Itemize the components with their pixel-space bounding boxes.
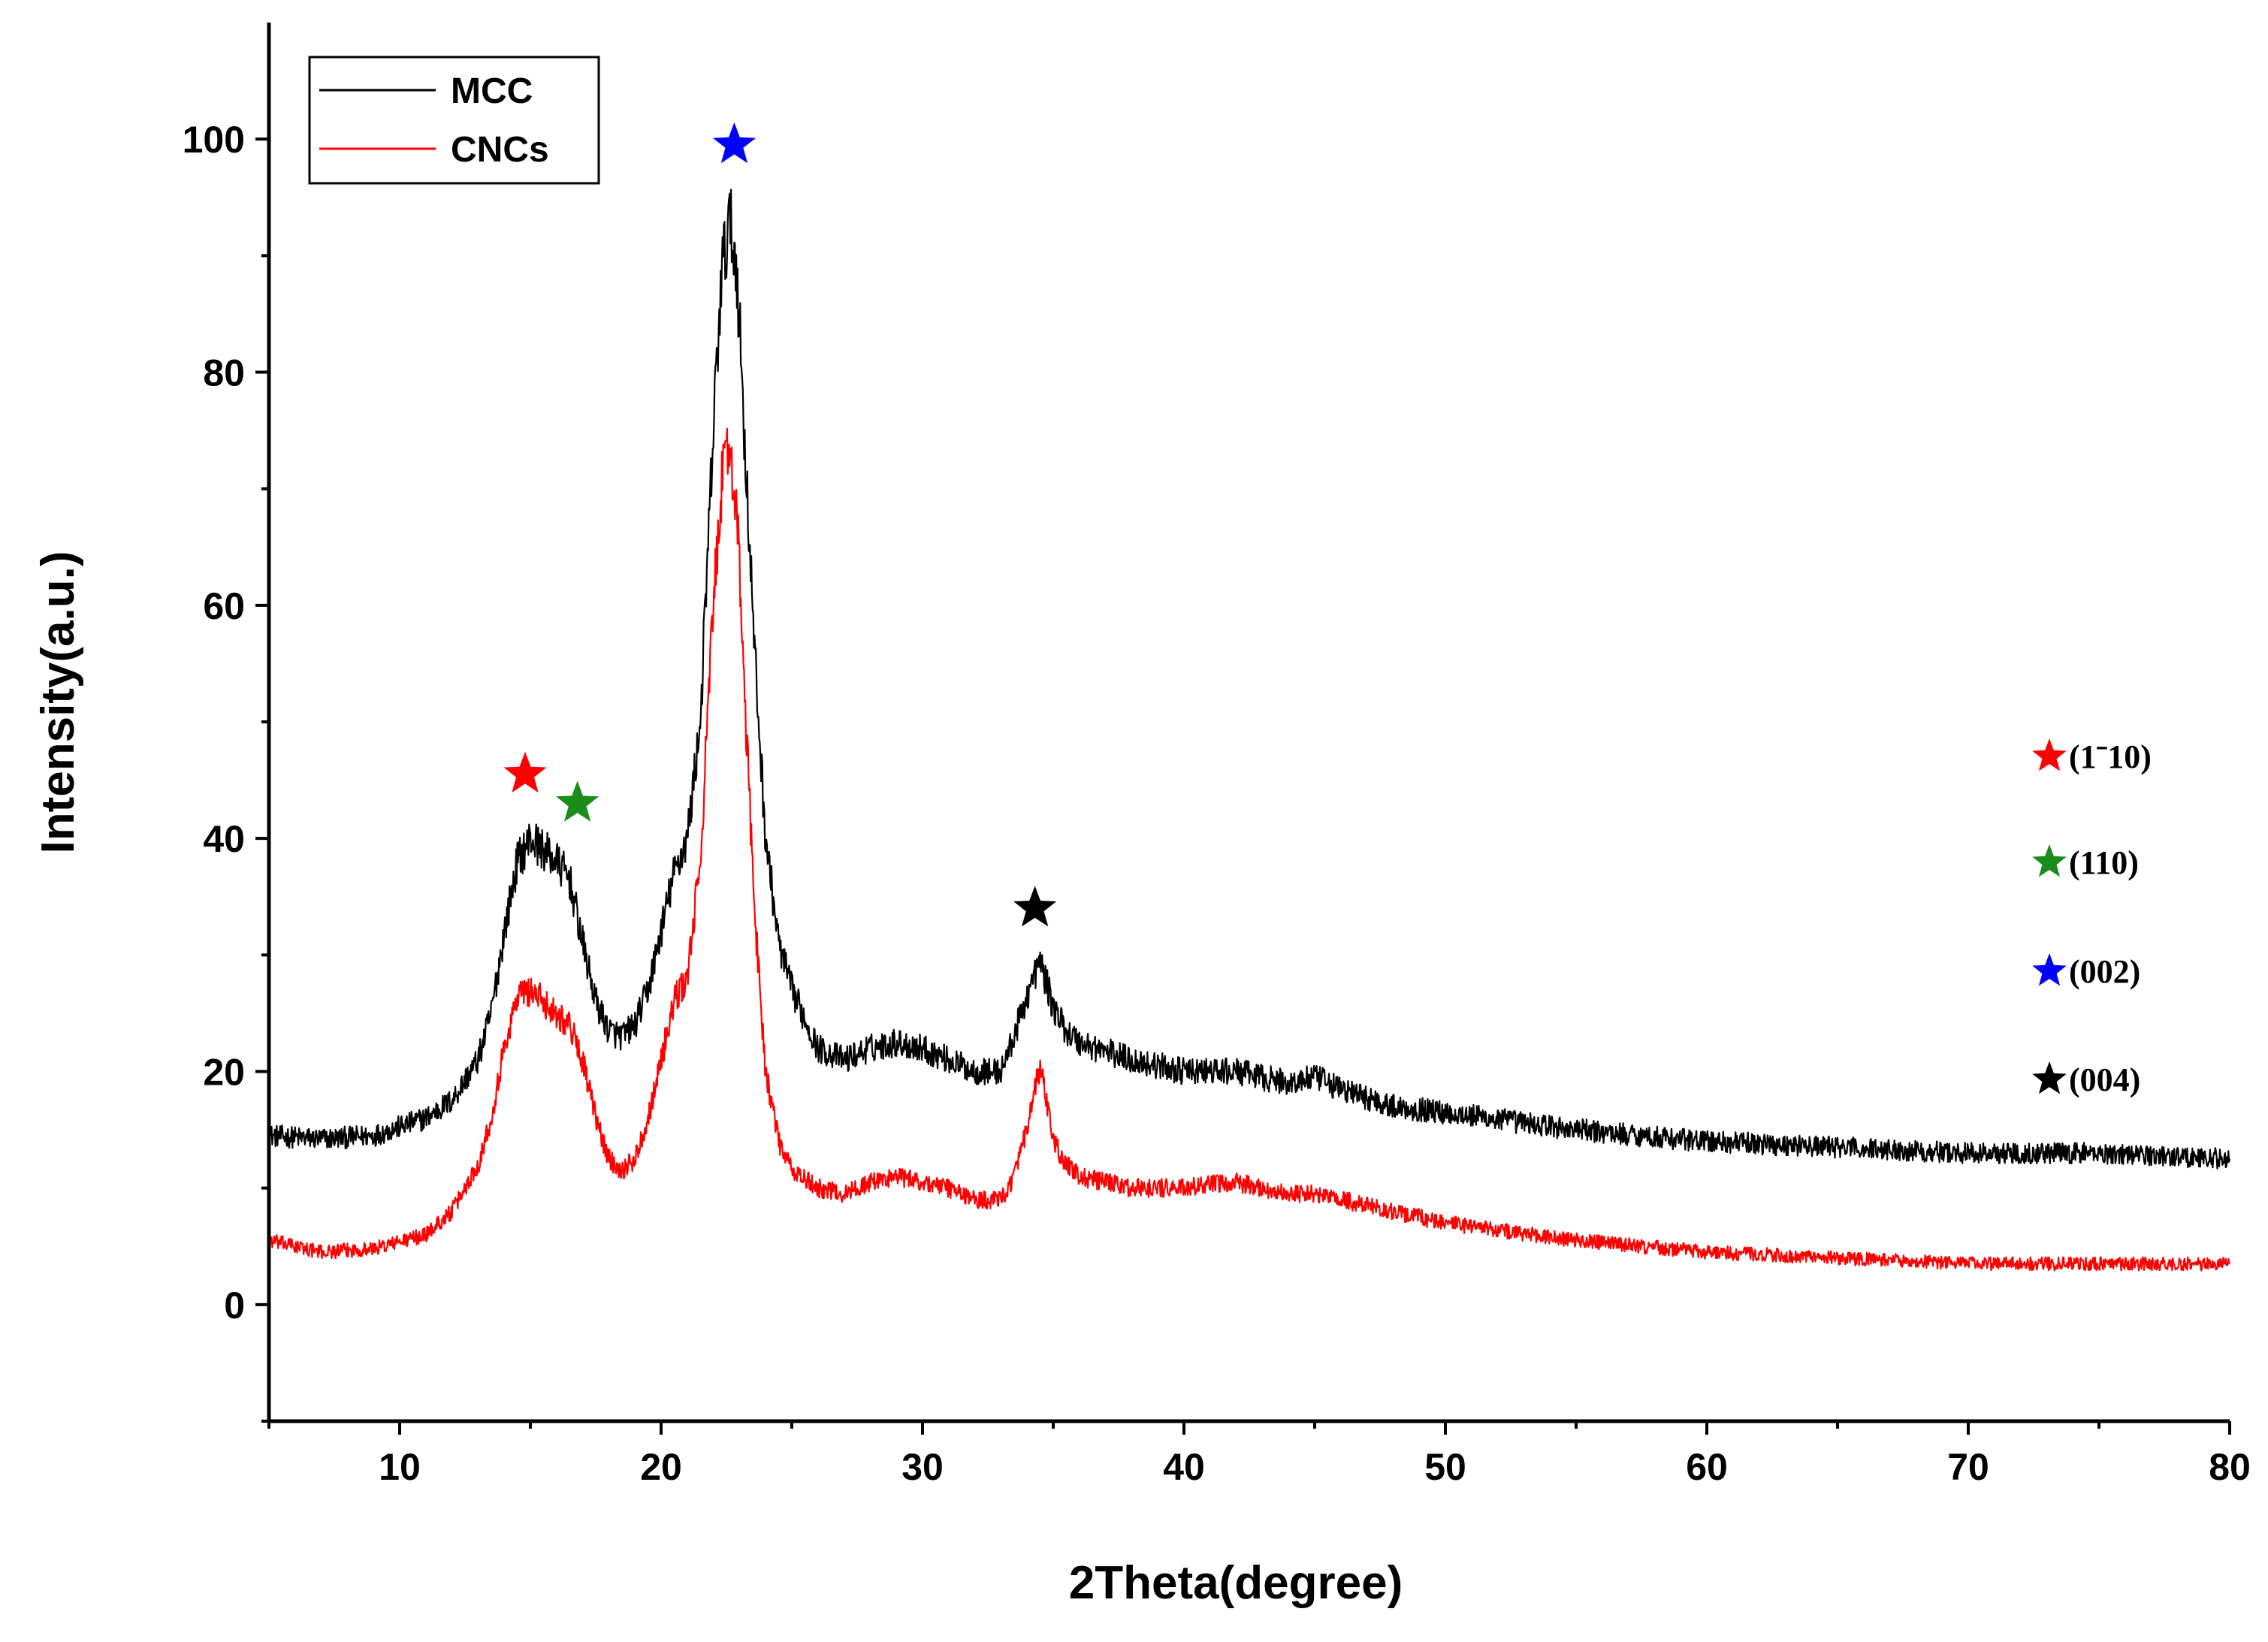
axes-layer: 10 20 30 40 50 60 70 80 0 20 40 60 80 100 bbox=[183, 23, 2251, 1488]
miller-legend-star bbox=[2032, 953, 2067, 986]
y-tick-label: 0 bbox=[224, 1284, 245, 1327]
y-tick-label: 100 bbox=[183, 119, 245, 161]
miller-legend-label: (004) bbox=[2069, 1061, 2140, 1098]
y-tick-label: 60 bbox=[203, 585, 245, 627]
series-line-mcc bbox=[268, 189, 2231, 1170]
miller-legend-star bbox=[2032, 844, 2067, 877]
peak-star-marker-2 bbox=[712, 122, 756, 164]
miller-legend-star bbox=[2032, 1061, 2067, 1094]
legend-mcc-label: MCC bbox=[451, 71, 533, 111]
x-tick-label: 40 bbox=[1163, 1446, 1205, 1488]
y-tick-label: 20 bbox=[203, 1052, 245, 1094]
series-layer bbox=[267, 189, 2231, 1272]
legend-box bbox=[308, 56, 600, 185]
series-legend: MCC CNCs bbox=[308, 56, 600, 185]
y-tick-label: 40 bbox=[203, 818, 245, 860]
miller-legend-star bbox=[2032, 738, 2067, 771]
miller-legend-label: (002) bbox=[2069, 953, 2140, 990]
x-tick-label: 20 bbox=[640, 1446, 682, 1488]
peak-star-marker-1 bbox=[556, 780, 599, 822]
x-tick-label: 80 bbox=[2209, 1446, 2251, 1488]
peak-star-marker-0 bbox=[503, 751, 547, 793]
miller-legend-label: (1ˉ10) bbox=[2069, 738, 2152, 775]
legend-cncs-label: CNCs bbox=[451, 130, 549, 170]
x-tick-label: 30 bbox=[901, 1446, 944, 1488]
peak-star-marker-3 bbox=[1013, 886, 1057, 927]
x-tick-label: 60 bbox=[1686, 1446, 1728, 1488]
x-tick-label: 50 bbox=[1424, 1446, 1466, 1488]
y-tick-label: 80 bbox=[203, 352, 245, 394]
x-axis-title: 2Theta(degree) bbox=[1069, 1557, 1403, 1609]
miller-legend-label: (110) bbox=[2069, 844, 2139, 881]
y-axis-title: Intensity(a.u.) bbox=[32, 551, 84, 853]
peak-marker-layer bbox=[503, 122, 1057, 927]
x-tick-label: 70 bbox=[1947, 1446, 1989, 1488]
x-tick-label: 10 bbox=[379, 1446, 421, 1488]
series-line-cncs bbox=[267, 427, 2230, 1272]
miller-index-legend: (1ˉ10) (110) (002) (004) bbox=[2032, 738, 2152, 1098]
